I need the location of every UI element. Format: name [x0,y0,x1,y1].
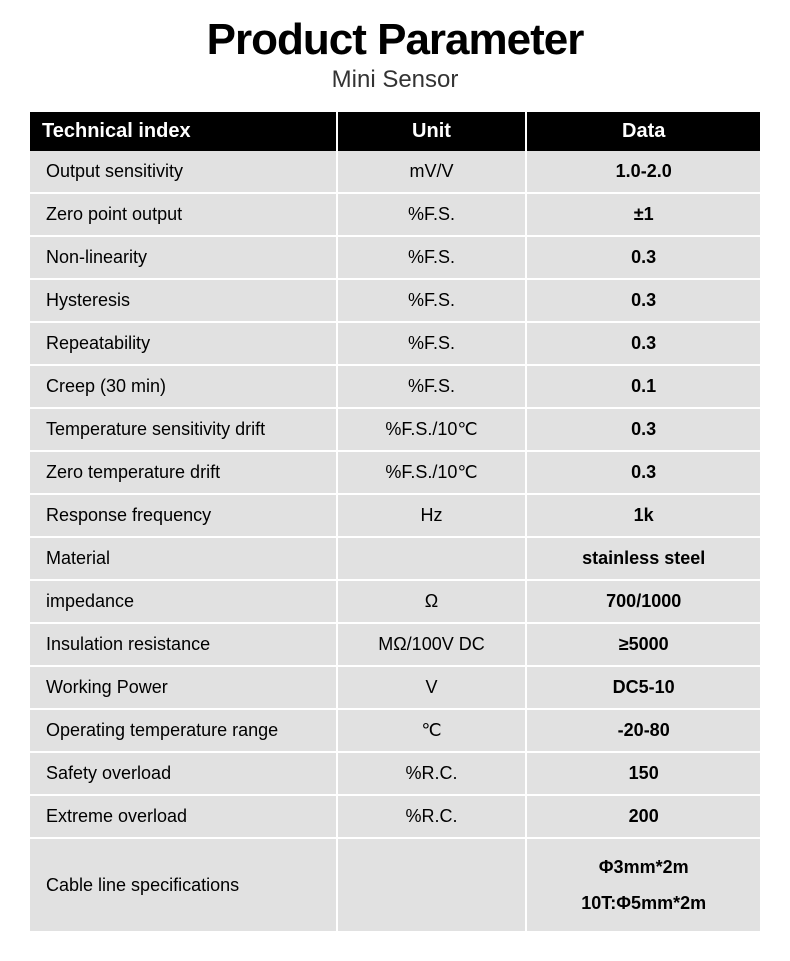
table-cell: Creep (30 min) [30,365,337,408]
table-cell [337,838,527,931]
table-row: Temperature sensitivity drift%F.S./10℃0.… [30,408,760,451]
spec-header-cell: Technical index [30,112,337,151]
spec-table: Technical indexUnitData Output sensitivi… [30,112,760,931]
table-cell: Hysteresis [30,279,337,322]
table-cell: %R.C. [337,752,527,795]
table-row: Operating temperature range℃-20-80 [30,709,760,752]
table-cell: Output sensitivity [30,151,337,193]
table-cell: %F.S. [337,365,527,408]
spec-header-cell: Unit [337,112,527,151]
table-cell: Insulation resistance [30,623,337,666]
table-cell: mV/V [337,151,527,193]
table-cell: Material [30,537,337,580]
table-row: Insulation resistanceMΩ/100V DC≥5000 [30,623,760,666]
table-cell: ℃ [337,709,527,752]
table-cell: 0.3 [526,451,760,494]
table-cell: %R.C. [337,795,527,838]
table-row: Material stainless steel [30,537,760,580]
table-cell: Cable line specifications [30,838,337,931]
table-row: Zero temperature drift%F.S./10℃0.3 [30,451,760,494]
table-cell: Repeatability [30,322,337,365]
table-row: Creep (30 min)%F.S.0.1 [30,365,760,408]
table-cell: -20-80 [526,709,760,752]
table-row: Response frequencyHz1k [30,494,760,537]
spec-tbody: Output sensitivitymV/V1.0-2.0Zero point … [30,151,760,931]
table-row: Cable line specifications Φ3mm*2m 10T:Φ5m… [30,838,760,931]
table-cell: Temperature sensitivity drift [30,408,337,451]
table-cell: Φ3mm*2m 10T:Φ5mm*2m [526,838,760,931]
table-cell: 0.1 [526,365,760,408]
spec-header-row: Technical indexUnitData [30,112,760,151]
table-cell: 1.0-2.0 [526,151,760,193]
table-cell: 0.3 [526,322,760,365]
table-row: Extreme overload%R.C.200 [30,795,760,838]
table-cell: %F.S./10℃ [337,408,527,451]
table-row: Working PowerVDC5-10 [30,666,760,709]
page-subtitle: Mini Sensor [30,66,760,94]
page: Product Parameter Mini Sensor Technical … [0,0,790,961]
table-row: Output sensitivitymV/V1.0-2.0 [30,151,760,193]
table-cell: Zero point output [30,193,337,236]
table-cell: %F.S. [337,236,527,279]
table-cell: impedance [30,580,337,623]
table-cell: Operating temperature range [30,709,337,752]
table-cell: Safety overload [30,752,337,795]
table-cell: 0.3 [526,408,760,451]
table-cell: 1k [526,494,760,537]
table-cell: Response frequency [30,494,337,537]
table-row: impedanceΩ700/1000 [30,580,760,623]
table-cell: %F.S./10℃ [337,451,527,494]
page-title: Product Parameter [30,18,760,62]
table-cell: %F.S. [337,279,527,322]
table-cell: Non-linearity [30,236,337,279]
table-row: Safety overload%R.C.150 [30,752,760,795]
table-cell: MΩ/100V DC [337,623,527,666]
table-cell: V [337,666,527,709]
table-row: Repeatability%F.S.0.3 [30,322,760,365]
table-cell: Ω [337,580,527,623]
table-cell: 700/1000 [526,580,760,623]
table-row: Zero point output%F.S.±1 [30,193,760,236]
table-cell: 0.3 [526,236,760,279]
table-cell: 150 [526,752,760,795]
table-cell: 0.3 [526,279,760,322]
table-cell: Extreme overload [30,795,337,838]
table-cell: Zero temperature drift [30,451,337,494]
table-cell: DC5-10 [526,666,760,709]
table-cell: %F.S. [337,322,527,365]
table-cell: Working Power [30,666,337,709]
spec-thead: Technical indexUnitData [30,112,760,151]
table-cell [337,537,527,580]
table-cell: stainless steel [526,537,760,580]
table-cell: %F.S. [337,193,527,236]
table-cell: Hz [337,494,527,537]
table-cell: ±1 [526,193,760,236]
table-cell: 200 [526,795,760,838]
table-row: Hysteresis%F.S.0.3 [30,279,760,322]
table-row: Non-linearity%F.S.0.3 [30,236,760,279]
spec-header-cell: Data [526,112,760,151]
table-cell: ≥5000 [526,623,760,666]
